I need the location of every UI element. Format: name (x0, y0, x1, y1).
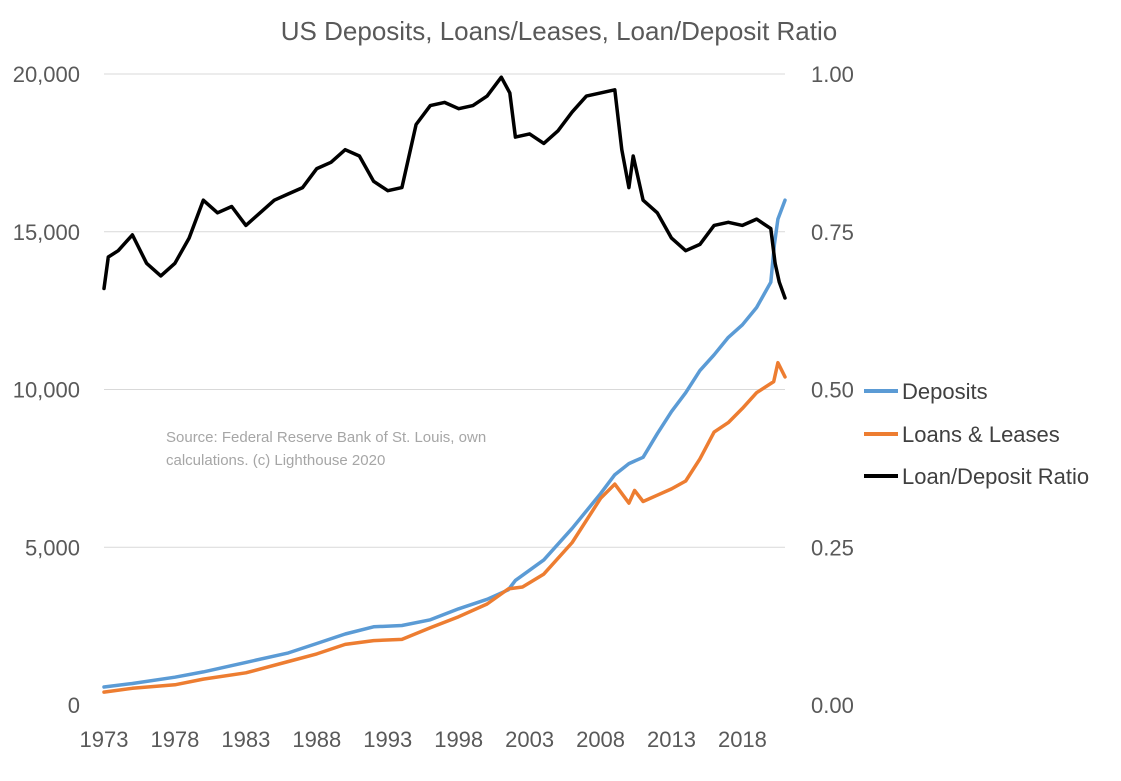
y-left-tick-label: 5,000 (25, 535, 80, 560)
x-axis-tick-labels: 1973 1978 1983 1988 1993 1998 2003 2008 2013 2018 (80, 727, 767, 752)
x-tick-label: 2008 (576, 727, 625, 752)
series-line-2 (102, 75, 787, 300)
x-tick-label: 2018 (718, 727, 767, 752)
x-tick-label: 1993 (363, 727, 412, 752)
y-axis-left-tick-labels: 0 5,000 10,000 15,000 20,000 (13, 62, 80, 718)
y-right-tick-label: 0.25 (811, 535, 854, 560)
source-annotation-line-2: calculations. (c) Lighthouse 2020 (166, 452, 385, 469)
source-annotation: Source: Federal Reserve Bank of St. Loui… (166, 429, 486, 469)
legend-label: Loans & Leases (902, 422, 1060, 447)
y-right-tick-label: 0.50 (811, 378, 854, 403)
x-tick-label: 1983 (221, 727, 270, 752)
y-right-tick-label: 0.00 (811, 693, 854, 718)
x-tick-label: 1998 (434, 727, 483, 752)
x-tick-label: 1988 (292, 727, 341, 752)
series-line-1 (102, 360, 787, 694)
y-left-tick-label: 20,000 (13, 62, 80, 87)
legend-label: Loan/Deposit Ratio (902, 464, 1089, 489)
x-tick-label: 2013 (647, 727, 696, 752)
legend-label: Deposits (902, 379, 988, 404)
x-tick-label: 1978 (150, 727, 199, 752)
legend: Deposits Loans & Leases Loan/Deposit Ratio (864, 379, 1089, 489)
series-line-0 (102, 198, 787, 689)
y-left-tick-label: 0 (68, 693, 80, 718)
grid-lines (104, 73, 785, 548)
series-lines (102, 75, 787, 694)
x-tick-label: 2003 (505, 727, 554, 752)
x-tick-label: 1973 (80, 727, 129, 752)
chart-title: US Deposits, Loans/Leases, Loan/Deposit … (281, 16, 837, 46)
source-annotation-line-1: Source: Federal Reserve Bank of St. Loui… (166, 429, 486, 446)
y-right-tick-label: 0.75 (811, 220, 854, 245)
y-axis-right-tick-labels: 0.00 0.25 0.50 0.75 1.00 (811, 62, 854, 718)
y-left-tick-label: 15,000 (13, 220, 80, 245)
y-right-tick-label: 1.00 (811, 62, 854, 87)
y-left-tick-label: 10,000 (13, 378, 80, 403)
